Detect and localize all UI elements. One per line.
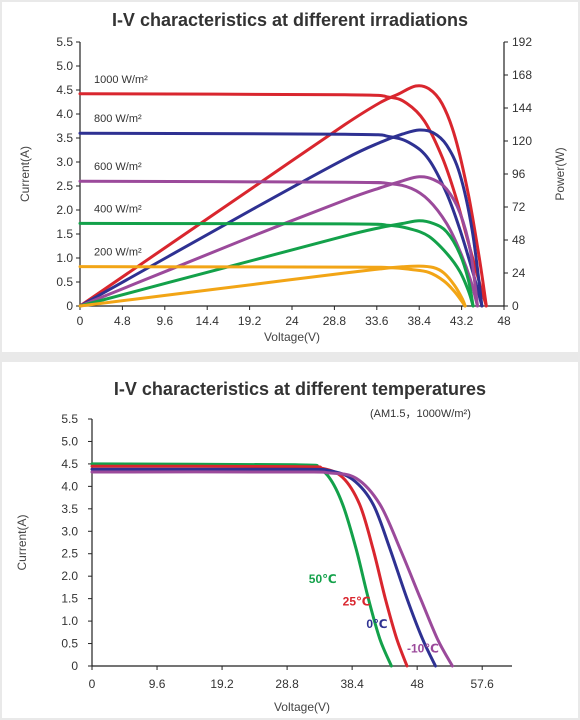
x-tick-label: 4.8 [114, 314, 131, 328]
x-tick-label: 38.4 [408, 314, 432, 328]
y-axis-label: Current(A) [18, 146, 32, 202]
series-label: 1000 W/m² [94, 74, 148, 86]
power-curve-4 [78, 264, 467, 308]
x-tick-label: 33.6 [365, 314, 389, 328]
x-tick-label: 24 [285, 314, 299, 328]
series-label: 800 W/m² [94, 113, 142, 125]
power-curve-3 [78, 219, 475, 308]
y-tick-label: 4.0 [61, 479, 78, 493]
temperature-chart-panel: I-V characteristics at different tempera… [2, 362, 578, 718]
x-axis-label: Voltage(V) [274, 700, 330, 714]
y-tick-label: 2.0 [61, 569, 78, 583]
chart-subtitle: (AM1.5，1000W/m²) [370, 408, 471, 420]
y-tick-label: 2.5 [61, 547, 78, 561]
y2-tick-label: 24 [512, 266, 526, 280]
y-tick-label: 0 [66, 299, 73, 313]
y2-tick-label: 120 [512, 134, 532, 148]
x-tick-label: 19.2 [210, 677, 234, 691]
current-curve-4 [78, 265, 467, 308]
x-tick-label: 9.6 [156, 314, 173, 328]
y-tick-label: 5.0 [61, 434, 78, 448]
y2-axis-label: Power(W) [553, 147, 567, 200]
x-tick-label: 57.6 [471, 677, 495, 691]
x-tick-label: 0 [89, 677, 96, 691]
x-tick-label: 28.8 [323, 314, 347, 328]
y2-tick-label: 192 [512, 35, 532, 49]
series-label: 0℃ [366, 617, 387, 631]
current-curve-1 [90, 464, 409, 668]
y-tick-label: 3.0 [61, 524, 78, 538]
y-tick-label: 3.5 [61, 502, 78, 516]
current-curve-1 [78, 131, 484, 308]
x-tick-label: 19.2 [238, 314, 262, 328]
x-tick-label: 48 [410, 677, 424, 691]
series-label: 600 W/m² [94, 161, 142, 173]
current-curve-0 [90, 462, 393, 668]
chart-title: I-V characteristics at different tempera… [114, 379, 486, 399]
x-tick-label: 9.6 [149, 677, 166, 691]
x-axis-label: Voltage(V) [264, 330, 320, 344]
current-curve-2 [78, 179, 479, 308]
x-tick-label: 43.2 [450, 314, 474, 328]
y-tick-label: 4.5 [61, 457, 78, 471]
y2-tick-label: 168 [512, 68, 532, 82]
y2-tick-label: 0 [512, 299, 519, 313]
x-tick-label: 14.4 [196, 314, 220, 328]
y-tick-label: 1.5 [56, 227, 73, 241]
x-tick-label: 38.4 [340, 677, 364, 691]
y-axis-label: Current(A) [15, 514, 29, 570]
temperature-chart: I-V characteristics at different tempera… [15, 379, 512, 714]
y2-tick-label: 48 [512, 233, 526, 247]
y-tick-label: 4.5 [56, 83, 73, 97]
current-curve-2 [90, 467, 437, 668]
y-tick-label: 2.5 [56, 179, 73, 193]
y-tick-label: 3.0 [56, 155, 73, 169]
y-tick-label: 2.0 [56, 203, 73, 217]
y-tick-label: 5.5 [61, 412, 78, 426]
y-tick-label: 3.5 [56, 131, 73, 145]
irradiation-chart: I-V characteristics at different irradia… [18, 10, 567, 344]
x-tick-label: 28.8 [275, 677, 299, 691]
current-curve-3 [90, 470, 454, 668]
y-tick-label: 1.5 [61, 592, 78, 606]
x-tick-label: 48 [497, 314, 511, 328]
y-tick-label: 0 [71, 659, 78, 673]
series-label: -10℃ [407, 642, 439, 656]
series-label: 50℃ [309, 572, 337, 586]
y-tick-label: 5.0 [56, 59, 73, 73]
y2-tick-label: 144 [512, 101, 532, 115]
power-curve-0 [78, 84, 488, 308]
power-curve-2 [78, 175, 479, 308]
y2-tick-label: 96 [512, 167, 526, 181]
chart-title: I-V characteristics at different irradia… [112, 10, 468, 30]
y2-tick-label: 72 [512, 200, 526, 214]
y-tick-label: 5.5 [56, 35, 73, 49]
y-tick-label: 1.0 [61, 614, 78, 628]
series-label: 25℃ [343, 594, 371, 608]
x-tick-label: 0 [77, 314, 84, 328]
irradiation-chart-panel: I-V characteristics at different irradia… [2, 2, 578, 352]
y-tick-label: 0.5 [61, 637, 78, 651]
y-tick-label: 1.0 [56, 251, 73, 265]
series-label: 400 W/m² [94, 203, 142, 215]
current-curve-0 [78, 92, 488, 308]
y-tick-label: 4.0 [56, 107, 73, 121]
series-label: 200 W/m² [94, 247, 142, 259]
current-curve-3 [78, 221, 475, 308]
y-tick-label: 0.5 [56, 275, 73, 289]
power-curve-1 [78, 128, 484, 308]
